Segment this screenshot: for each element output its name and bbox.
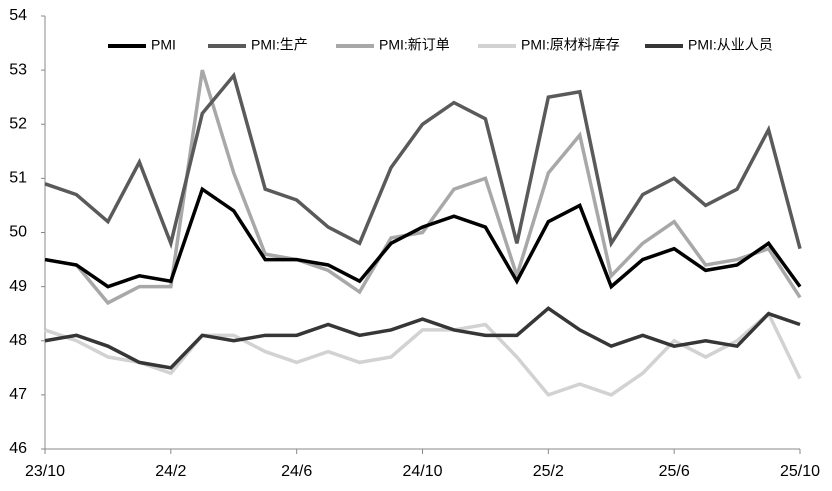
x-tick-label: 25/2 (533, 463, 564, 480)
series-line (44, 71, 802, 250)
x-tick-label: 24/2 (155, 463, 186, 480)
x-tick-label: 24/6 (281, 463, 312, 480)
y-tick-label: 53 (9, 61, 27, 78)
y-tick-label: 46 (9, 440, 27, 457)
legend-label: PMI:生产 (251, 37, 308, 53)
y-tick-label: 51 (9, 170, 27, 187)
y-tick-label: 48 (9, 332, 27, 349)
y-tick-label: 47 (9, 386, 27, 403)
series-line (44, 69, 802, 306)
series-line (44, 186, 802, 290)
legend-label: PMI:新订单 (379, 37, 450, 53)
x-tick-label: 24/10 (402, 463, 442, 480)
y-tick-label: 50 (9, 224, 27, 241)
x-tick-label: 25/10 (780, 463, 820, 480)
x-tick-label: 23/10 (25, 463, 65, 480)
legend-label: PMI:从业人员 (688, 37, 773, 53)
y-tick-label: 49 (9, 278, 27, 295)
y-tick-label: 52 (9, 115, 27, 132)
series-line (44, 306, 801, 370)
legend-label: PMI:原材料库存 (521, 37, 620, 53)
x-tick-label: 25/6 (659, 463, 690, 480)
y-tick-label: 54 (9, 7, 27, 24)
legend-label: PMI (151, 37, 176, 53)
series-line (44, 310, 802, 397)
